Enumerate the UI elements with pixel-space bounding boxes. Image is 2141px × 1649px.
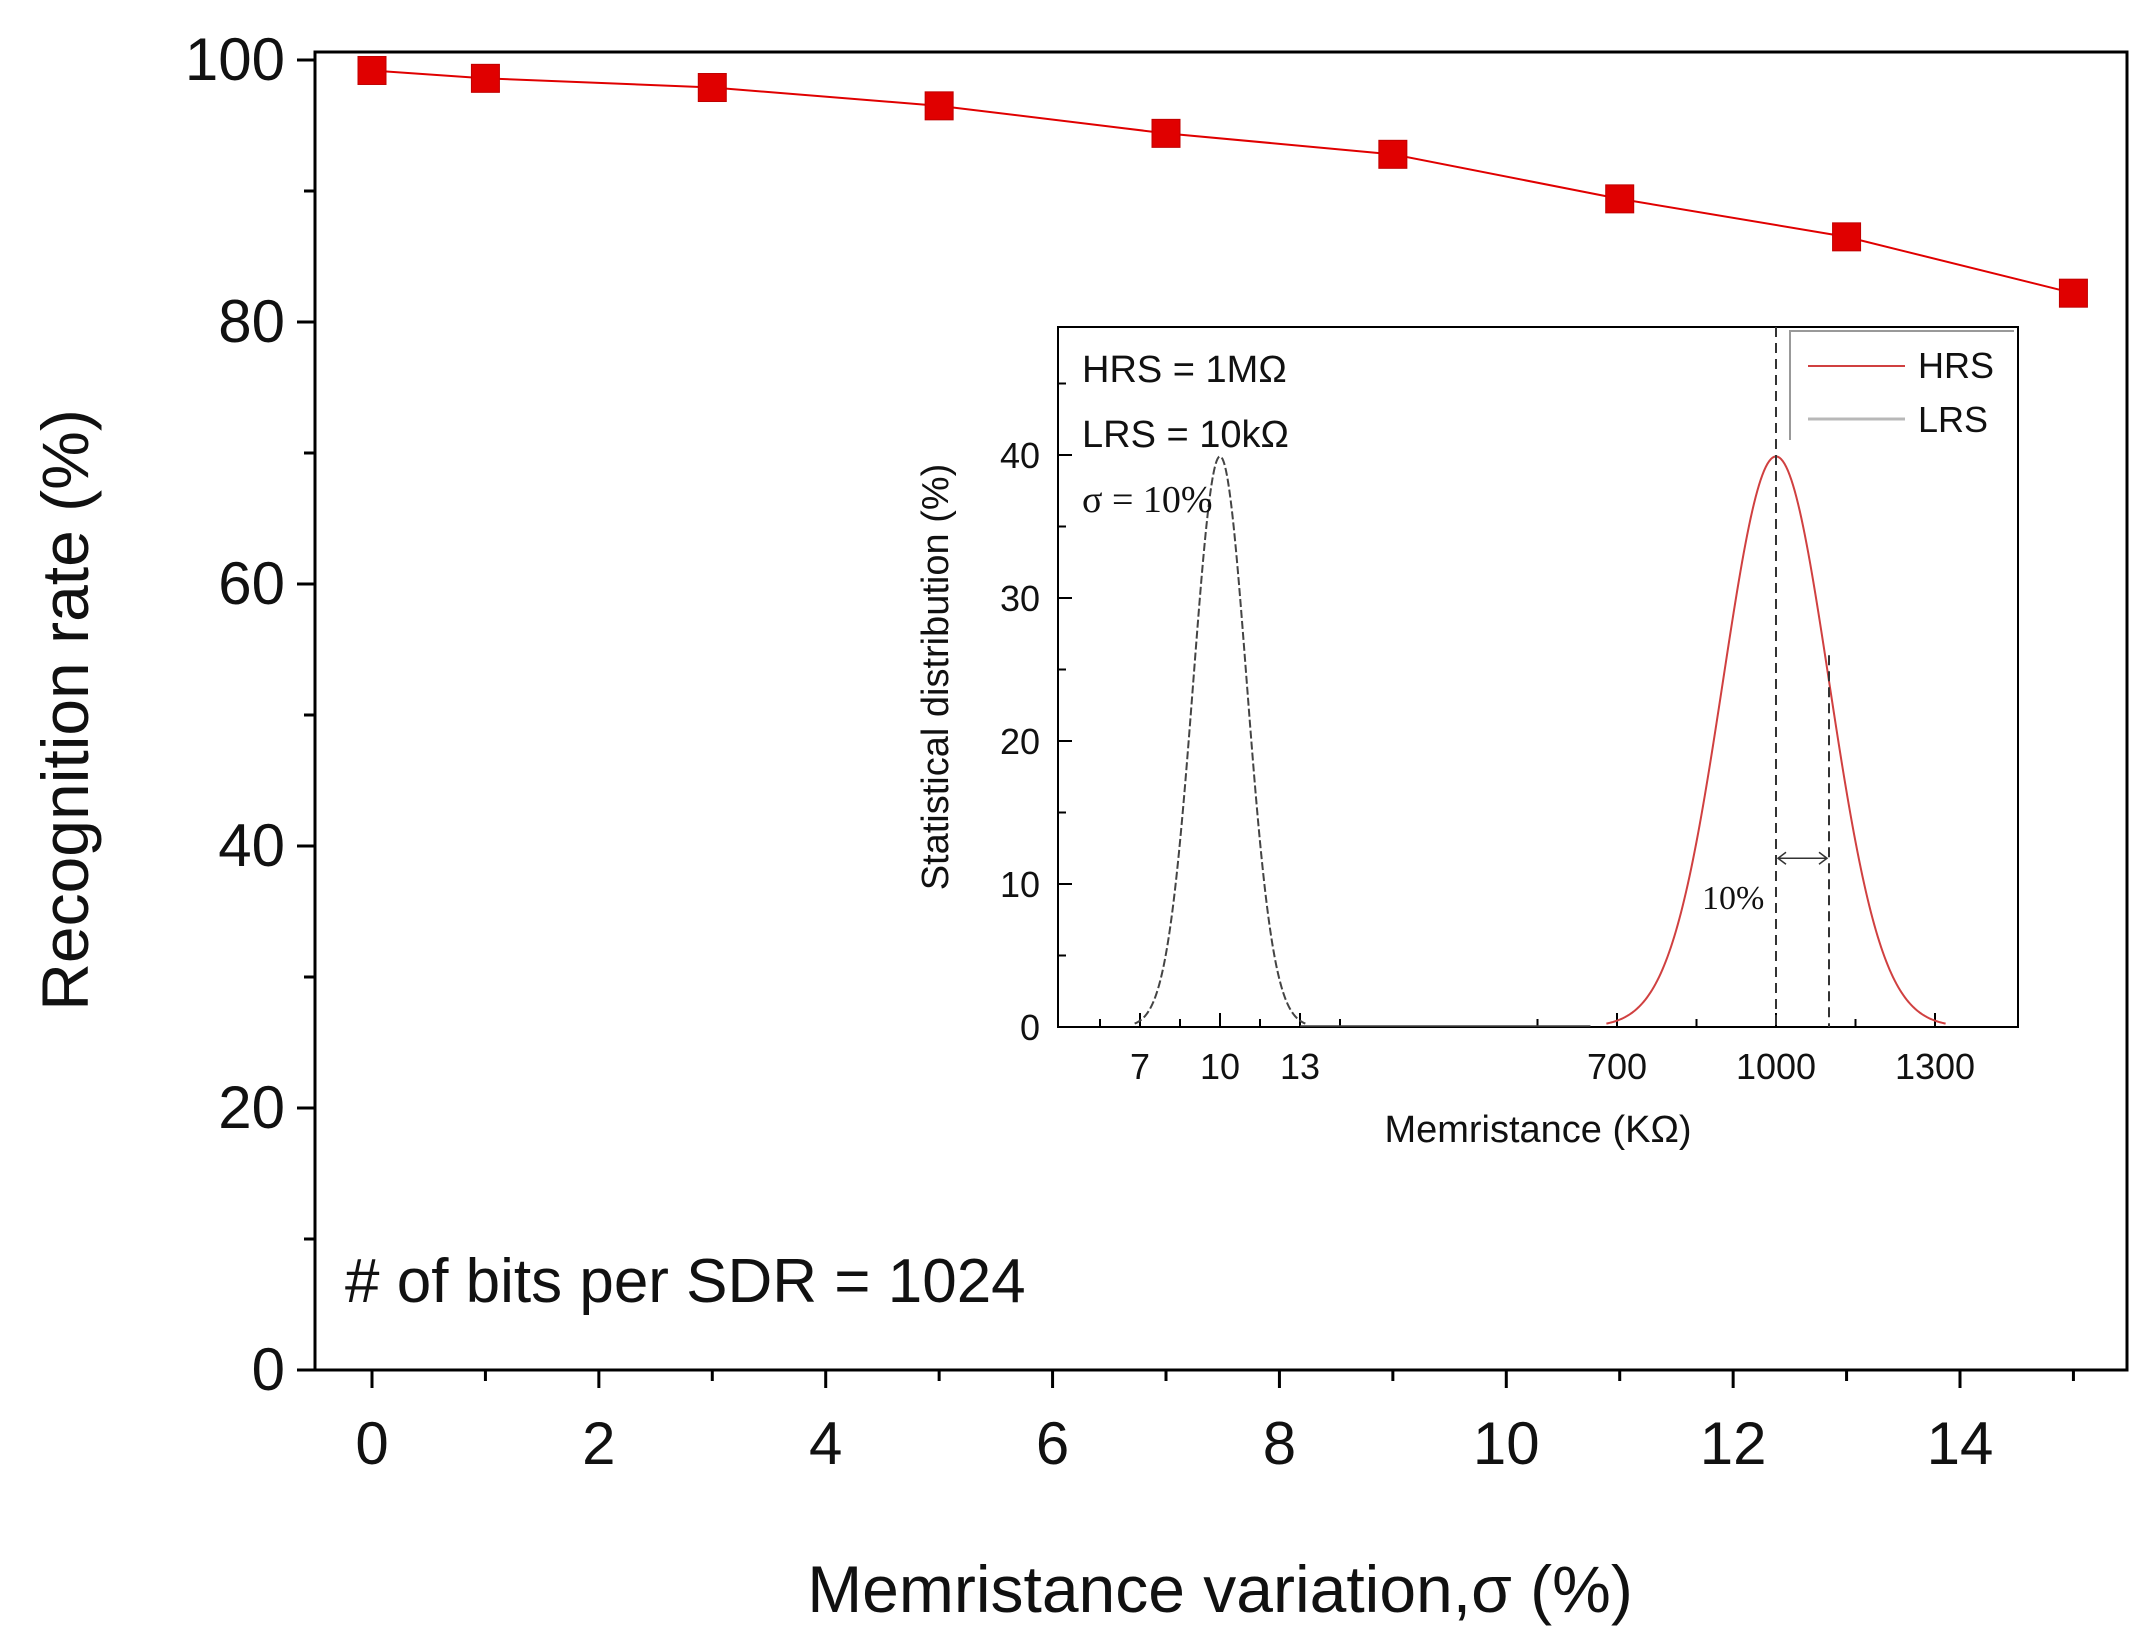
bits-per-sdr-annotation: # of bits per SDR = 1024 xyxy=(345,1247,1026,1316)
legend-hrs-label: HRS xyxy=(1918,345,1994,386)
main-y-axis: 0 20 40 60 80 100 xyxy=(185,26,315,1403)
main-plot-frame xyxy=(313,50,2129,1372)
main-series-line xyxy=(371,69,2074,295)
main-x-tick-label: 8 xyxy=(1263,1410,1296,1477)
sigma-annotation: σ = 10% xyxy=(1082,479,1213,521)
inset-y-tick-label: 0 xyxy=(1020,1007,1040,1048)
inset-y-axis-label: Statistical distribution (%) xyxy=(915,464,957,891)
main-y-tick-label: 20 xyxy=(218,1074,285,1141)
main-data-point xyxy=(1151,118,1181,148)
inset-y-axis: 0 10 20 30 40 xyxy=(1000,382,1072,1048)
main-series-layer xyxy=(357,55,2088,308)
main-data-point xyxy=(1605,184,1635,214)
inset-x-tick-label: 13 xyxy=(1280,1046,1320,1087)
main-data-point xyxy=(924,91,954,121)
legend-lrs-label: LRS xyxy=(1918,399,1988,440)
main-x-tick-label: 4 xyxy=(809,1410,842,1477)
main-x-tick-label: 0 xyxy=(355,1410,388,1477)
main-y-tick-label: 60 xyxy=(218,550,285,617)
main-data-point xyxy=(357,55,387,85)
main-x-tick-label: 12 xyxy=(1700,1410,1767,1477)
inset-chart: 0 10 20 30 40 7 10 13 700 1000 1300 HRS = 1MΩ LRS… xyxy=(915,326,2019,1151)
main-x-axis: 0 2 4 6 8 10 12 14 xyxy=(355,1370,2075,1477)
inset-x-tick-label: 1300 xyxy=(1895,1046,1975,1087)
ten-percent-annotation: 10% xyxy=(1702,880,1764,917)
sigma-arrow-left-head xyxy=(1776,851,1787,865)
inset-sigma-markers xyxy=(1775,327,1830,1027)
lrs-value-annotation: LRS = 10kΩ xyxy=(1082,414,1289,456)
main-data-point xyxy=(2058,278,2088,308)
main-x-tick-label: 14 xyxy=(1927,1410,1994,1477)
inset-y-tick-label: 10 xyxy=(1000,864,1040,905)
inset-y-tick-label: 40 xyxy=(1000,435,1040,476)
inset-x-tick-label: 700 xyxy=(1587,1046,1647,1087)
main-y-tick-label: 80 xyxy=(218,288,285,355)
main-y-axis-label: Recognition rate (%) xyxy=(28,409,102,1011)
inset-x-tick-label: 10 xyxy=(1200,1046,1240,1087)
inset-x-axis-label: Memristance (KΩ) xyxy=(1384,1109,1691,1151)
main-y-tick-label: 0 xyxy=(252,1336,285,1403)
inset-plot-frame xyxy=(1057,326,2019,1028)
main-data-point xyxy=(697,73,727,103)
inset-x-axis: 7 10 13 700 1000 1300 xyxy=(1099,1013,1975,1087)
main-y-tick-label: 100 xyxy=(185,26,285,93)
main-data-point xyxy=(470,63,500,93)
main-y-tick-label: 40 xyxy=(218,812,285,879)
main-data-point xyxy=(1378,139,1408,169)
hrs-value-annotation: HRS = 1MΩ xyxy=(1082,349,1287,391)
main-x-tick-label: 6 xyxy=(1036,1410,1069,1477)
inset-x-tick-label: 1000 xyxy=(1736,1046,1816,1087)
inset-legend: HRS LRS xyxy=(1789,330,2014,440)
inset-x-tick-label: 7 xyxy=(1130,1046,1150,1087)
inset-y-tick-label: 20 xyxy=(1000,721,1040,762)
main-x-axis-label: Memristance variation,σ (%) xyxy=(807,1552,1633,1626)
main-data-point xyxy=(1832,222,1862,252)
main-x-tick-label: 2 xyxy=(582,1410,615,1477)
main-x-tick-label: 10 xyxy=(1473,1410,1540,1477)
inset-y-tick-label: 30 xyxy=(1000,578,1040,619)
sigma-arrow-right-head xyxy=(1818,851,1829,865)
